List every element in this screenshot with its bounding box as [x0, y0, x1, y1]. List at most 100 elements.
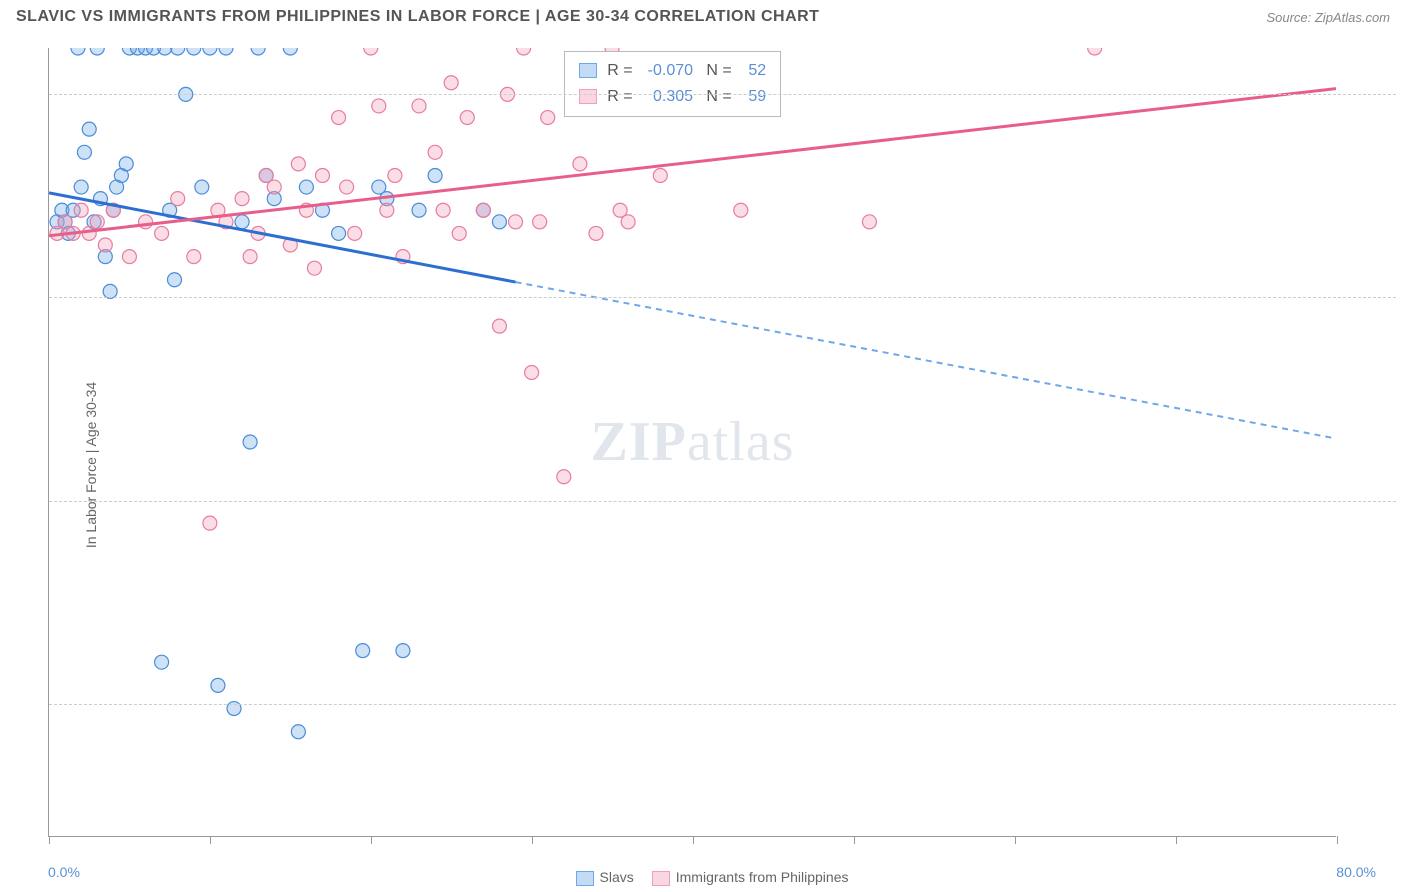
y-grid-label: 82.5%	[1400, 289, 1406, 304]
scatter-point	[621, 215, 635, 229]
scatter-point	[203, 516, 217, 530]
scatter-point	[436, 203, 450, 217]
scatter-point	[98, 238, 112, 252]
scatter-point	[364, 48, 378, 55]
scatter-point	[332, 111, 346, 125]
scatter-point	[235, 215, 249, 229]
n-label: N =	[706, 88, 731, 105]
scatter-point	[219, 48, 233, 55]
n-value: 59	[736, 84, 766, 110]
scatter-point	[509, 215, 523, 229]
gridline: 65.0%	[49, 501, 1396, 502]
x-tick	[210, 836, 211, 844]
scatter-point	[167, 273, 181, 287]
chart-area: In Labor Force | Age 30-34 ZIPatlas R = …	[0, 38, 1406, 892]
scatter-point	[380, 203, 394, 217]
legend-swatch	[576, 871, 594, 886]
y-grid-label: 47.5%	[1400, 696, 1406, 711]
scatter-point	[412, 203, 426, 217]
scatter-point	[476, 203, 490, 217]
correlation-stats-box: R = -0.070 N = 52 R = 0.305 N = 59	[564, 51, 781, 117]
scatter-point	[291, 725, 305, 739]
series-legend: Slavs Immigrants from Philippines	[0, 869, 1406, 886]
scatter-point	[74, 180, 88, 194]
chart-source: Source: ZipAtlas.com	[1266, 10, 1390, 25]
scatter-point	[573, 157, 587, 171]
scatter-point	[291, 157, 305, 171]
scatter-point	[82, 122, 96, 136]
scatter-point	[195, 180, 209, 194]
scatter-point	[396, 644, 410, 658]
chart-header: SLAVIC VS IMMIGRANTS FROM PHILIPPINES IN…	[0, 0, 1406, 32]
scatter-point	[517, 48, 531, 55]
n-label: N =	[706, 62, 731, 79]
scatter-point	[187, 48, 201, 55]
scatter-point	[103, 284, 117, 298]
x-tick	[693, 836, 694, 844]
x-tick	[49, 836, 50, 844]
scatter-point	[155, 655, 169, 669]
scatter-point	[122, 250, 136, 264]
scatter-point	[77, 145, 91, 159]
scatter-point	[589, 226, 603, 240]
gridline: 82.5%	[49, 297, 1396, 298]
series-swatch	[579, 63, 597, 78]
legend-swatch	[652, 871, 670, 886]
scatter-point	[235, 192, 249, 206]
x-tick	[854, 836, 855, 844]
y-grid-label: 100.0%	[1400, 86, 1406, 101]
scatter-point	[862, 215, 876, 229]
scatter-point	[492, 215, 506, 229]
scatter-point	[203, 48, 217, 55]
scatter-point	[251, 48, 265, 55]
r-value: 0.305	[637, 84, 693, 110]
scatter-point	[171, 192, 185, 206]
scatter-point	[372, 99, 386, 113]
series-swatch	[579, 89, 597, 104]
scatter-point	[1088, 48, 1102, 55]
x-tick	[1337, 836, 1338, 844]
scatter-point	[171, 48, 185, 55]
scatter-point	[444, 76, 458, 90]
legend-label: Slavs	[600, 869, 634, 885]
scatter-point	[315, 168, 329, 182]
scatter-point	[71, 48, 85, 55]
scatter-point	[187, 250, 201, 264]
scatter-point	[348, 226, 362, 240]
chart-title: SLAVIC VS IMMIGRANTS FROM PHILIPPINES IN…	[16, 8, 819, 26]
scatter-point	[332, 226, 346, 240]
scatter-point	[307, 261, 321, 275]
scatter-point	[283, 48, 297, 55]
scatter-point	[452, 226, 466, 240]
scatter-point	[267, 180, 281, 194]
x-tick	[1176, 836, 1177, 844]
scatter-svg	[49, 48, 1336, 836]
legend-label: Immigrants from Philippines	[676, 869, 849, 885]
scatter-point	[243, 250, 257, 264]
scatter-point	[119, 157, 133, 171]
y-grid-label: 65.0%	[1400, 493, 1406, 508]
scatter-point	[74, 203, 88, 217]
scatter-point	[340, 180, 354, 194]
scatter-point	[460, 111, 474, 125]
gridline: 100.0%	[49, 94, 1396, 95]
scatter-point	[653, 168, 667, 182]
scatter-point	[158, 48, 172, 55]
stats-row: R = -0.070 N = 52	[579, 58, 766, 84]
scatter-point	[388, 168, 402, 182]
r-label: R =	[607, 88, 632, 105]
x-tick	[532, 836, 533, 844]
scatter-point	[428, 145, 442, 159]
gridline: 47.5%	[49, 704, 1396, 705]
scatter-point	[541, 111, 555, 125]
scatter-point	[155, 226, 169, 240]
scatter-point	[90, 48, 104, 55]
scatter-point	[557, 470, 571, 484]
scatter-point	[525, 365, 539, 379]
scatter-point	[243, 435, 257, 449]
scatter-point	[90, 215, 104, 229]
r-label: R =	[607, 62, 632, 79]
scatter-point	[734, 203, 748, 217]
stats-row: R = 0.305 N = 59	[579, 84, 766, 110]
scatter-point	[412, 99, 426, 113]
